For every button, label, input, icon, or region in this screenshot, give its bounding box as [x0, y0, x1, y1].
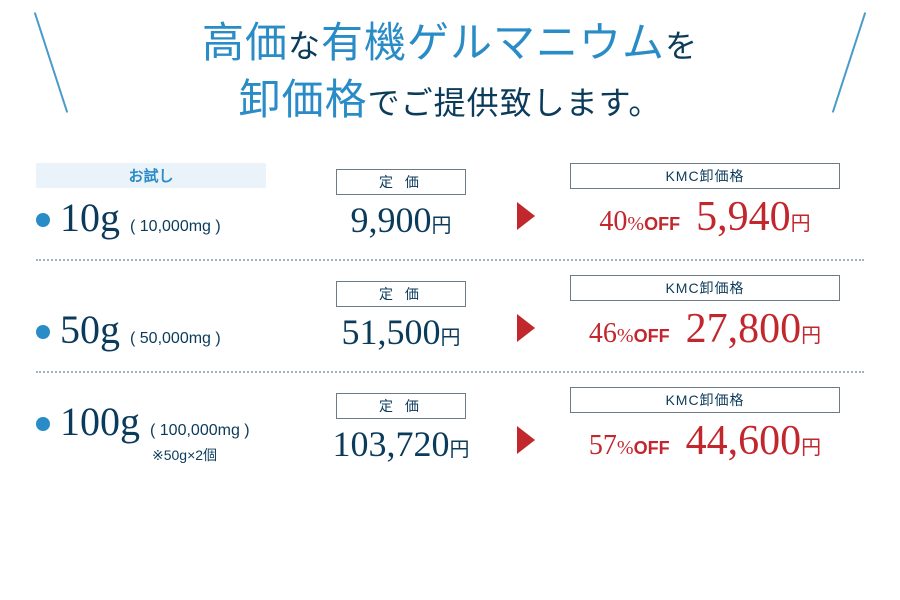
title-strong-1: 高価 — [202, 21, 288, 67]
kmc-line: 46%OFF 27,800円 — [546, 305, 864, 353]
weight-note: ※50g×2個 — [152, 445, 296, 465]
weight-value: 10g — [60, 194, 120, 241]
list-price-column: 定 価 103,720円 — [296, 393, 506, 465]
kmc-price-column: KMC卸価格 57%OFF 44,600円 — [546, 387, 864, 465]
discount-pct: 46%OFF — [589, 318, 670, 350]
title-plain-3: でご提供致します。 — [368, 85, 662, 121]
weight-mg: ( 10,000mg ) — [130, 218, 221, 236]
kmc-price-column: KMC卸価格 40%OFF 5,940円 — [546, 163, 864, 241]
bullet-icon — [36, 213, 50, 227]
kmc-price-column: KMC卸価格 46%OFF 27,800円 — [546, 275, 864, 353]
price-row: 100g ( 100,000mg ) ※50g×2個 定 価 103,720円 KMC卸価… — [36, 373, 864, 483]
arrow-right-icon — [517, 202, 535, 230]
list-price-value: 103,720円 — [296, 423, 506, 465]
kmc-price-value: 27,800円 — [686, 305, 822, 353]
price-table: お試し 10g ( 10,000mg ) 定 価 9,900円 KMC卸価格 40%OFF 5… — [0, 149, 900, 483]
discount-pct: 57%OFF — [589, 430, 670, 462]
weight-column: 100g ( 100,000mg ) ※50g×2個 — [36, 398, 296, 465]
kmc-price-label: KMC卸価格 — [570, 163, 840, 189]
list-price-value: 51,500円 — [296, 311, 506, 353]
yen-unit: 円 — [441, 327, 461, 349]
weight-mg: ( 50,000mg ) — [130, 330, 221, 348]
yen-unit: 円 — [432, 215, 452, 237]
price-row: 50g ( 50,000mg ) 定 価 51,500円 KMC卸価格 46%OFF 27,… — [36, 261, 864, 373]
kmc-price-label: KMC卸価格 — [570, 275, 840, 301]
yen-unit: 円 — [450, 439, 470, 461]
kmc-line: 57%OFF 44,600円 — [546, 417, 864, 465]
yen-unit: 円 — [801, 325, 821, 347]
weight-value: 100g — [60, 398, 140, 445]
list-price-value: 9,900円 — [296, 199, 506, 241]
yen-unit: 円 — [801, 437, 821, 459]
title-strong-2: 有機ゲルマニウム — [321, 21, 665, 67]
title-strong-3: 卸価格 — [239, 78, 368, 124]
trial-badge: お試し — [36, 163, 266, 188]
arrow-right-icon — [517, 426, 535, 454]
list-price-column: 定 価 9,900円 — [296, 169, 506, 241]
weight-column: 50g ( 50,000mg ) — [36, 306, 296, 353]
kmc-price-value: 5,940円 — [696, 193, 811, 241]
kmc-price-value: 44,600円 — [686, 417, 822, 465]
kmc-line: 40%OFF 5,940円 — [546, 193, 864, 241]
title-plain-2: を — [665, 28, 698, 64]
title-line-1: 高価な有機ゲルマニウムを — [0, 16, 900, 73]
list-price-label: 定 価 — [336, 281, 466, 307]
weight-column: お試し 10g ( 10,000mg ) — [36, 163, 296, 241]
arrow-column — [506, 208, 546, 241]
weight-line: 50g ( 50,000mg ) — [36, 306, 296, 353]
bullet-icon — [36, 325, 50, 339]
weight-line: 10g ( 10,000mg ) — [36, 194, 296, 241]
kmc-price-label: KMC卸価格 — [570, 387, 840, 413]
header: 高価な有機ゲルマニウムを 卸価格でご提供致します。 — [0, 0, 900, 149]
arrow-column — [506, 432, 546, 465]
arrow-right-icon — [517, 314, 535, 342]
list-price-label: 定 価 — [336, 393, 466, 419]
arrow-column — [506, 320, 546, 353]
yen-unit: 円 — [791, 213, 811, 235]
bullet-icon — [36, 417, 50, 431]
price-row: お試し 10g ( 10,000mg ) 定 価 9,900円 KMC卸価格 40%OFF 5… — [36, 149, 864, 261]
weight-mg: ( 100,000mg ) — [150, 422, 250, 440]
weight-value: 50g — [60, 306, 120, 353]
title-line-2: 卸価格でご提供致します。 — [0, 73, 900, 130]
title-plain-1: な — [288, 28, 321, 64]
list-price-label: 定 価 — [336, 169, 466, 195]
discount-pct: 40%OFF — [599, 206, 680, 238]
list-price-column: 定 価 51,500円 — [296, 281, 506, 353]
weight-line: 100g ( 100,000mg ) — [36, 398, 296, 445]
